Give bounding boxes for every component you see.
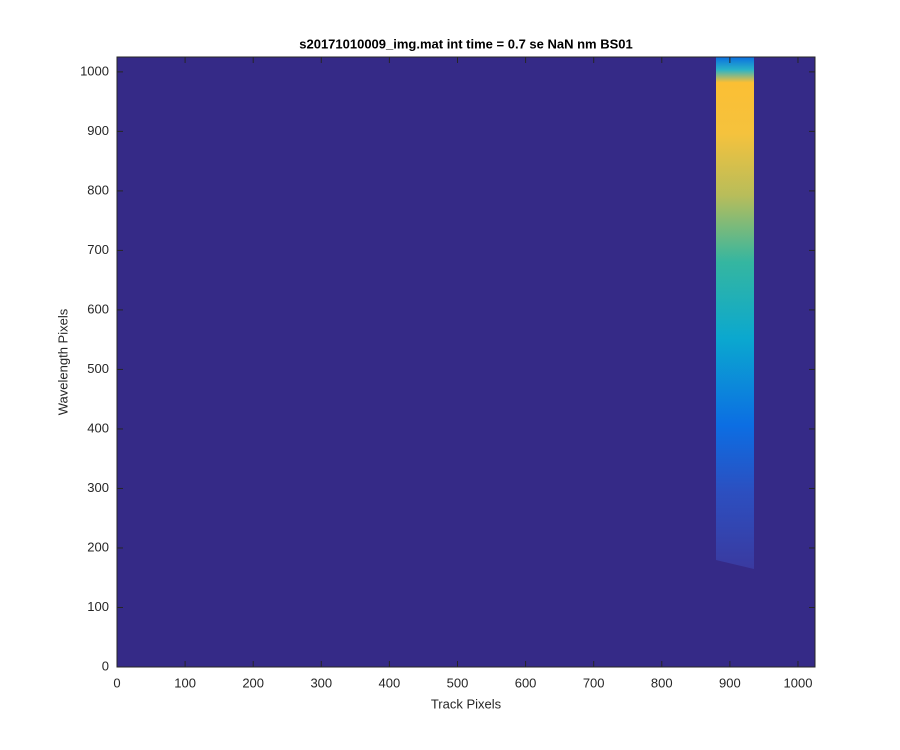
x-tick-label: 200: [242, 675, 264, 690]
y-tick-label: 300: [87, 480, 109, 495]
x-tick-label: 400: [379, 675, 401, 690]
x-tick-label: 800: [651, 675, 673, 690]
x-tick-label: 100: [174, 675, 196, 690]
y-tick-label: 600: [87, 301, 109, 316]
y-tick-label: 800: [87, 182, 109, 197]
x-axis-label: Track Pixels: [431, 696, 502, 711]
axes: 0 100 200 300 400 500 600 700 800 900 1000 0 100 200 3…: [80, 56, 816, 690]
x-tick-label: 0: [113, 675, 120, 690]
y-tick-label: 700: [87, 242, 109, 257]
x-tick-label: 600: [515, 675, 537, 690]
axes-box: [116, 56, 816, 668]
y-tick-label: 0: [102, 658, 109, 673]
x-tick-label: 500: [447, 675, 469, 690]
chart-title: s20171010009_img.mat int time = 0.7 se N…: [299, 36, 633, 51]
intensity-band: [716, 57, 754, 569]
x-tick-label: 300: [310, 675, 332, 690]
y-tick-label: 200: [87, 539, 109, 554]
x-tick-label: 1000: [784, 675, 813, 690]
y-tick-label: 500: [87, 361, 109, 376]
x-tick-label: 700: [583, 675, 605, 690]
y-axis-label: Wavelength Pixels: [55, 308, 70, 415]
plot-area: [117, 57, 815, 667]
y-tick-label: 900: [87, 123, 109, 138]
y-tick-label: 100: [87, 599, 109, 614]
y-tick-label: 1000: [80, 63, 109, 78]
x-tick-label: 900: [719, 675, 741, 690]
y-tick-label: 400: [87, 420, 109, 435]
